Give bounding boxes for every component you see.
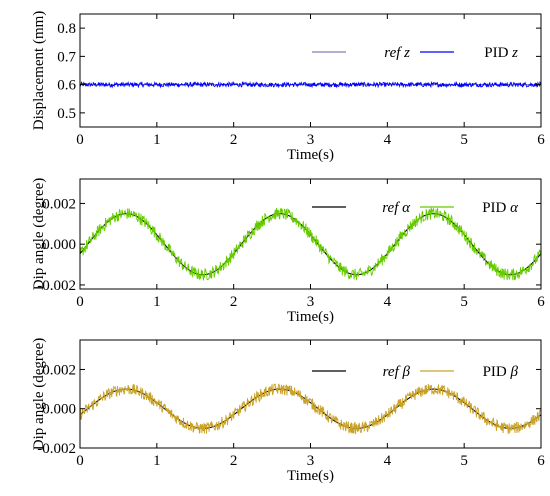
y-tick-label: -0.002 [37, 441, 76, 457]
x-tick-label: 4 [384, 294, 392, 310]
x-tick-label: 5 [460, 453, 468, 469]
x-tick-label: 6 [537, 132, 545, 148]
series-line-pid [80, 80, 541, 89]
y-axis-label: Displacement (mm) [31, 11, 47, 131]
x-tick-label: 3 [307, 453, 315, 469]
series-line-pid [80, 383, 541, 435]
x-tick-label: 1 [153, 294, 161, 310]
y-tick-label: 0.000 [42, 237, 76, 253]
y-tick-label: 0.002 [42, 196, 76, 212]
x-tick-label: 3 [307, 132, 315, 148]
legend-label: PID β [483, 364, 519, 380]
x-tick-label: 0 [76, 453, 84, 469]
legend-label: ref z [384, 45, 410, 61]
y-tick-label: 0.8 [57, 21, 76, 37]
x-axis-label: Time(s) [287, 147, 334, 163]
x-tick-label: 5 [460, 132, 468, 148]
x-tick-label: 2 [230, 294, 238, 310]
x-tick-label: 0 [76, 132, 84, 148]
x-tick-label: 5 [460, 294, 468, 310]
y-tick-label: 0.000 [42, 402, 76, 418]
x-tick-label: 6 [537, 453, 545, 469]
legend-label: ref α [382, 200, 411, 216]
x-tick-label: 4 [384, 132, 392, 148]
y-tick-label: 0.002 [42, 362, 76, 378]
x-tick-label: 1 [153, 132, 161, 148]
x-tick-label: 2 [230, 132, 238, 148]
y-axis-label: Dip angle (degree) [31, 178, 47, 290]
x-axis-label: Time(s) [287, 309, 334, 325]
x-axis-label: Time(s) [287, 468, 334, 484]
x-tick-label: 2 [230, 453, 238, 469]
legend-label: PID z [484, 45, 518, 61]
x-tick-label: 4 [384, 453, 392, 469]
y-axis-label: Dip angle (degree) [31, 338, 47, 450]
y-tick-label: 0.7 [57, 49, 76, 65]
plot-frame [79, 13, 542, 128]
legend-label: ref β [383, 364, 411, 380]
y-tick-label: -0.002 [37, 278, 76, 294]
series-line-pid [80, 207, 541, 281]
x-tick-label: 6 [537, 294, 545, 310]
x-tick-label: 0 [76, 294, 84, 310]
x-tick-label: 3 [307, 294, 315, 310]
y-tick-label: 0.6 [57, 78, 76, 94]
y-tick-label: 0.5 [57, 106, 76, 122]
chart-panel-1: 0 1 2 3 4 5 6 Time(s) 0.5 0.6 0.7 0.8 Displacement (… [31, 11, 545, 163]
x-tick-label: 1 [153, 453, 161, 469]
legend-label: PID α [482, 200, 519, 216]
